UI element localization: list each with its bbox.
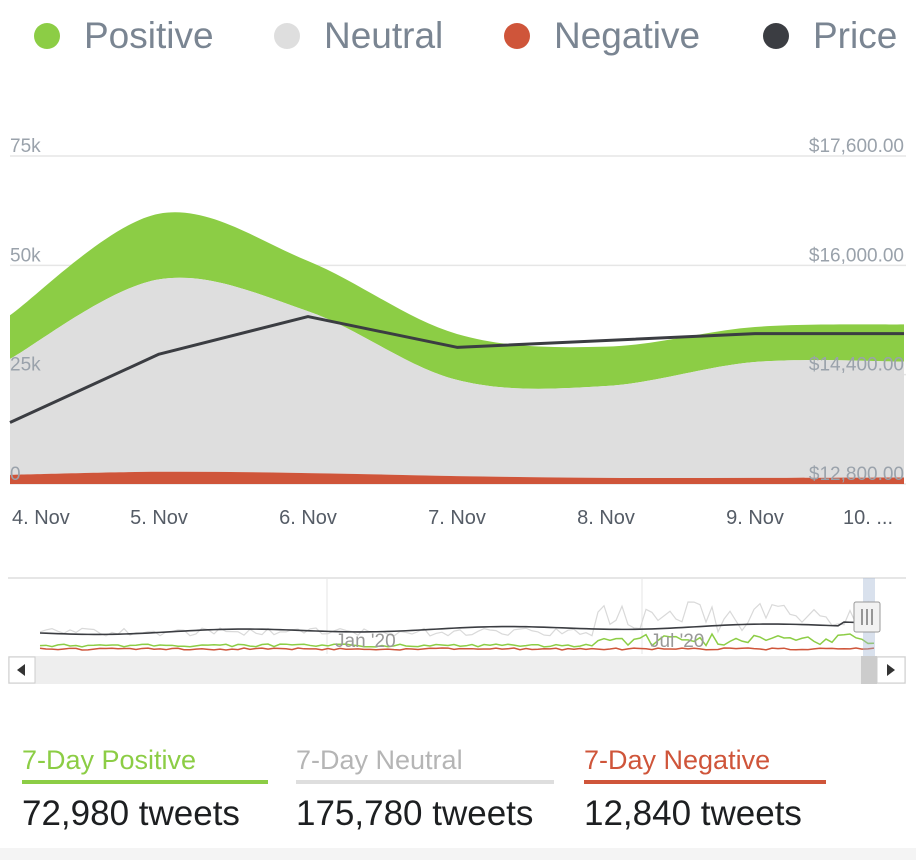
navigator-neutral-line xyxy=(39,600,875,637)
stat-value-neutral: 175,780 tweets xyxy=(296,794,534,833)
x-tick-1: 5. Nov xyxy=(130,507,188,529)
navigator-price-line xyxy=(39,621,875,636)
y-right-tick-3: $12,800.00 xyxy=(809,464,904,485)
legend-dot-price xyxy=(763,23,789,49)
chart-navigator[interactable]: Jan '20 Jul '20 xyxy=(0,572,916,690)
navigator-scrollbar-track[interactable] xyxy=(8,656,906,684)
legend-item-negative[interactable]: Negative xyxy=(504,12,700,60)
navigator-series xyxy=(39,600,875,651)
navigator-label-jan: Jan '20 xyxy=(335,631,396,652)
stat-label-neutral: 7-Day Neutral xyxy=(296,745,463,775)
area-negative xyxy=(10,471,904,484)
legend-item-price[interactable]: Price xyxy=(763,12,897,60)
stat-neutral: 7-Day Neutral 175,780 tweets xyxy=(296,745,554,834)
x-tick-0: 4. Nov xyxy=(12,507,70,529)
stat-underline-negative xyxy=(584,780,826,784)
legend-item-positive[interactable]: Positive xyxy=(34,12,214,60)
stat-negative: 7-Day Negative 12,840 tweets xyxy=(584,745,826,834)
legend-label-neutral: Neutral xyxy=(324,15,444,56)
y-left-tick-1: 50k xyxy=(10,245,41,266)
area-positive xyxy=(10,212,904,389)
stat-label-positive: 7-Day Positive xyxy=(22,745,197,775)
stat-value-positive: 72,980 tweets xyxy=(22,794,240,833)
navigator-negative-line xyxy=(39,647,875,651)
y-right-tick-1: $16,000.00 xyxy=(809,245,904,266)
area-neutral xyxy=(10,277,904,479)
legend-dot-negative xyxy=(504,23,530,49)
seven-day-stats: 7-Day Positive 72,980 tweets 7-Day Neutr… xyxy=(0,745,916,860)
stat-value-negative: 12,840 tweets xyxy=(584,794,802,833)
stat-underline-positive xyxy=(22,780,268,784)
navigator-handle[interactable] xyxy=(853,601,881,633)
bottom-band xyxy=(0,848,916,860)
stat-positive: 7-Day Positive 72,980 tweets xyxy=(22,745,268,834)
legend-label-positive: Positive xyxy=(84,15,214,56)
legend-dot-neutral xyxy=(274,23,300,49)
legend-label-negative: Negative xyxy=(554,15,701,56)
legend-item-neutral[interactable]: Neutral xyxy=(274,12,443,60)
x-tick-6: 10. ... xyxy=(843,507,893,529)
y-left-tick-0: 75k xyxy=(10,136,41,157)
x-tick-4: 8. Nov xyxy=(577,507,635,529)
navigator-label-jul: Jul '20 xyxy=(650,631,704,652)
y-right-tick-0: $17,600.00 xyxy=(809,136,904,157)
legend-label-price: Price xyxy=(813,15,898,56)
navigator-positive-line xyxy=(39,632,875,648)
sentiment-chart: 75k 50k 25k 0 $17,600.00 $16,000.00 $14,400.00… xyxy=(9,136,906,529)
legend-dot-positive xyxy=(34,23,60,49)
y-right-tick-2: $14,400.00 xyxy=(809,355,904,376)
stat-label-negative: 7-Day Negative xyxy=(584,745,771,775)
x-tick-3: 7. Nov xyxy=(428,507,486,529)
arrow-left-icon[interactable] xyxy=(8,656,36,684)
x-tick-5: 9. Nov xyxy=(726,507,784,529)
chart-legend: Positive Neutral Negative Price xyxy=(0,0,916,75)
arrow-right-icon[interactable] xyxy=(876,656,906,684)
navigator-scrollbar-thumb[interactable] xyxy=(861,656,877,684)
y-left-tick-3: 0 xyxy=(10,464,21,485)
x-tick-2: 6. Nov xyxy=(279,507,337,529)
y-left-tick-2: 25k xyxy=(10,355,41,376)
stat-underline-neutral xyxy=(296,780,554,784)
